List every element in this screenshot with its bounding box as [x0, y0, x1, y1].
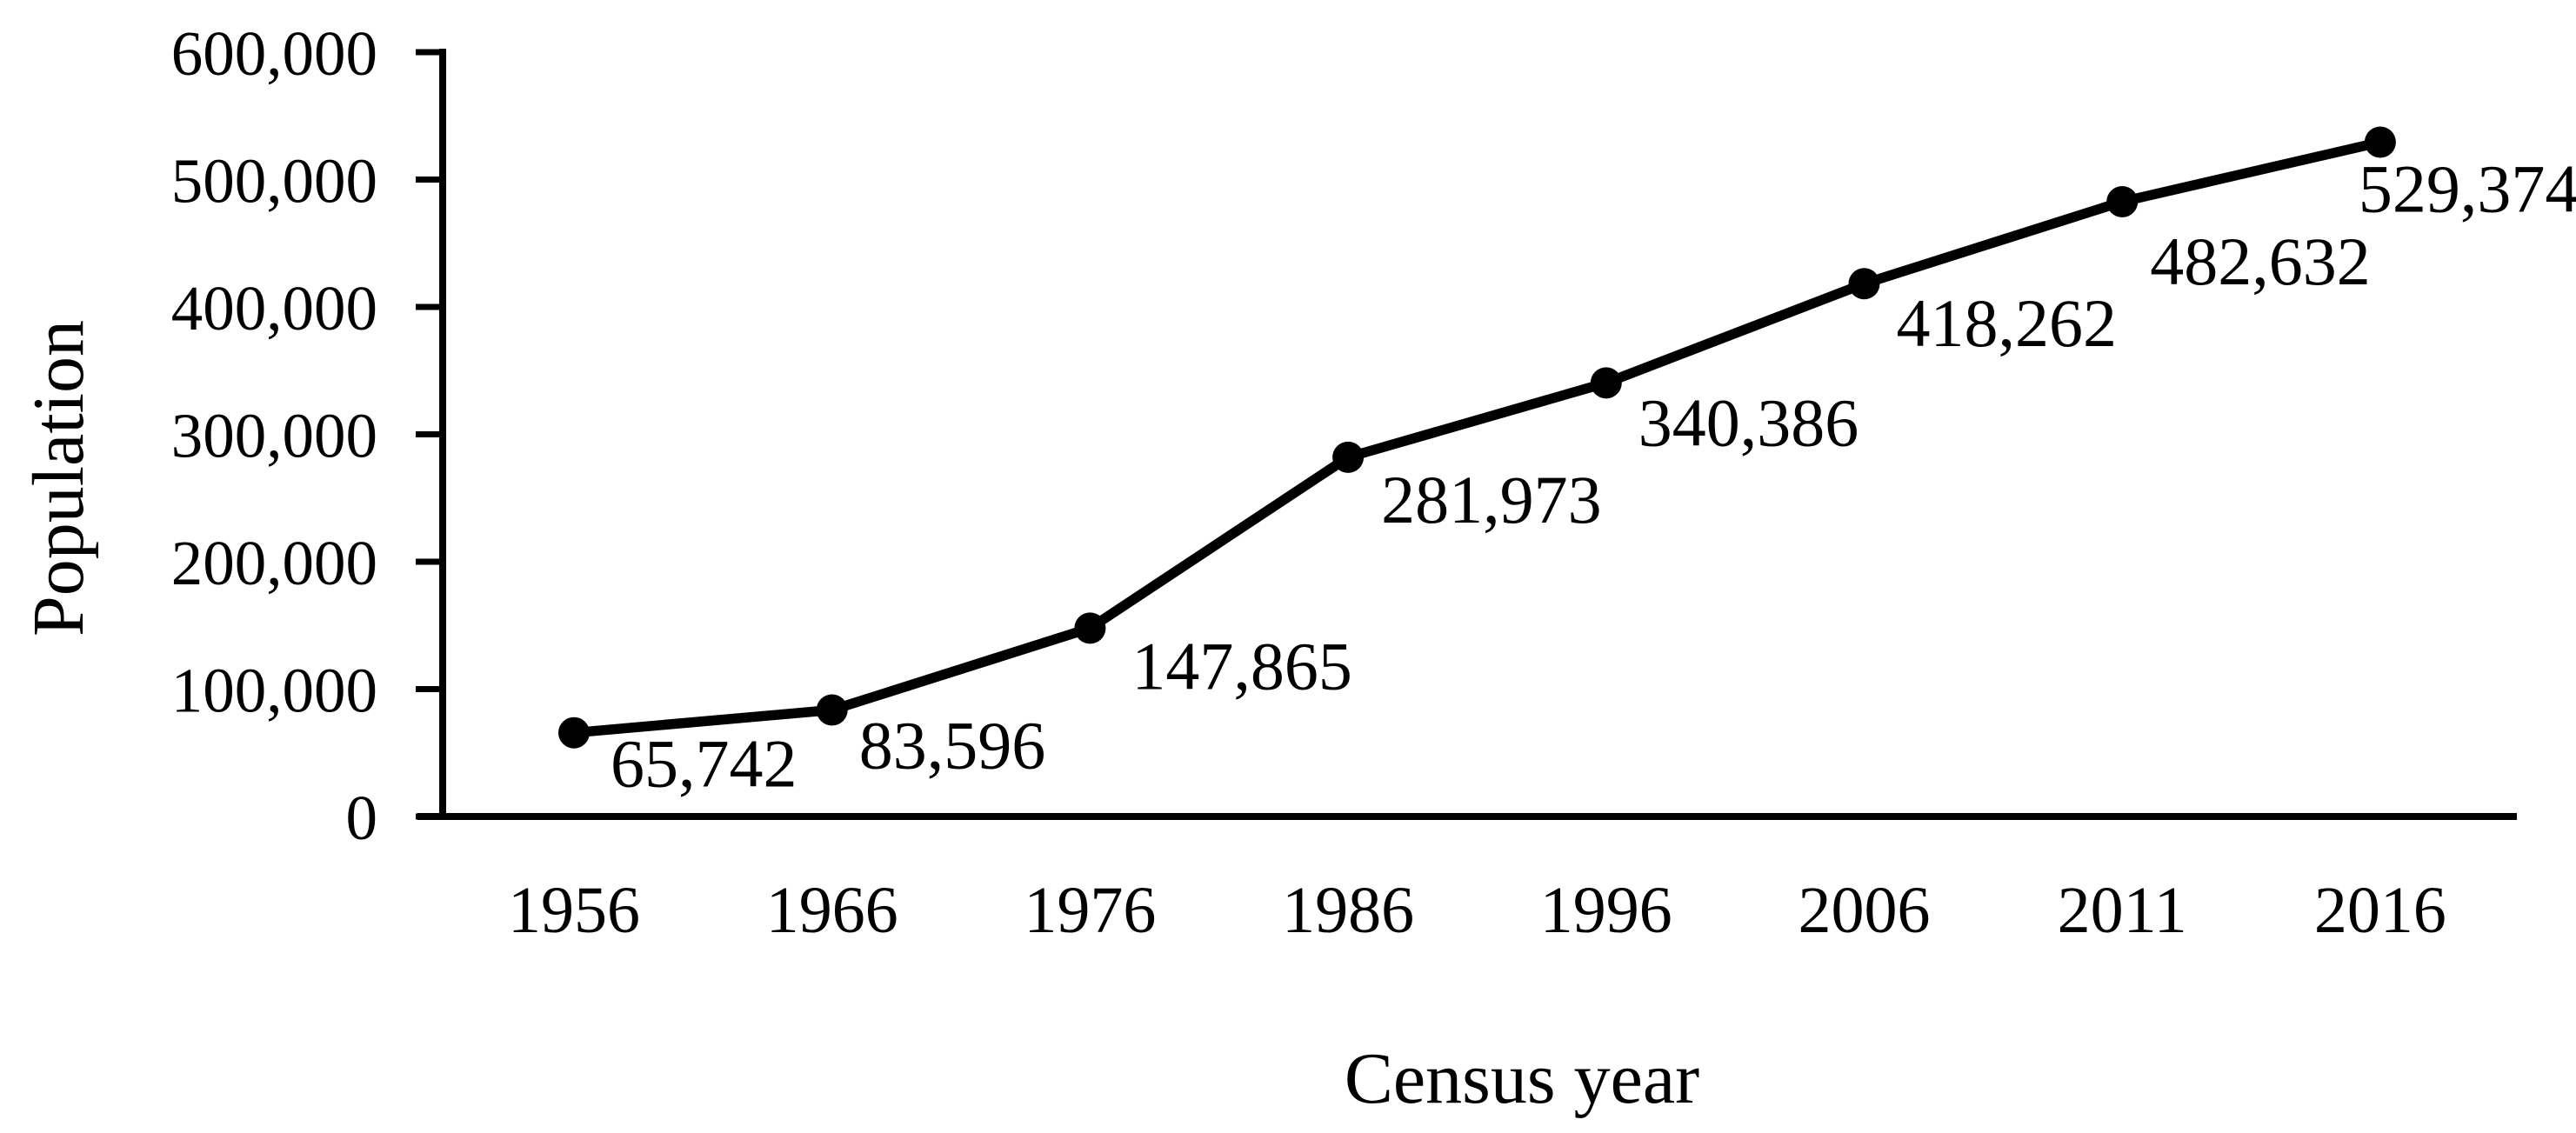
axes — [417, 49, 2517, 820]
y-tick-label: 500,000 — [171, 146, 377, 217]
x-tick-label: 1956 — [508, 874, 640, 947]
x-tick-label: 2011 — [2058, 874, 2187, 947]
y-tick-label: 100,000 — [171, 656, 377, 726]
x-axis-tick-labels: 1956 1966 1976 1986 1996 2006 2011 2016 — [508, 874, 2446, 947]
y-axis-title: Population — [18, 320, 99, 636]
y-tick-label: 0 — [346, 783, 378, 853]
x-tick-label: 1986 — [1282, 874, 1414, 947]
x-tick-label: 1996 — [1540, 874, 1672, 947]
data-point-marker — [2364, 126, 2396, 158]
data-point-labels: 65,742 83,596 147,865 281,973 340,386 418,262… — [611, 150, 2576, 801]
data-point-marker — [558, 716, 590, 749]
data-point-label: 482,632 — [2150, 223, 2371, 299]
data-point-label: 147,865 — [1131, 628, 1352, 703]
y-axis-ticks — [416, 49, 443, 820]
data-point-label: 340,386 — [1638, 384, 1859, 460]
y-tick-label: 400,000 — [171, 273, 377, 343]
x-tick-label: 2006 — [1799, 874, 1931, 947]
data-point-label: 83,596 — [859, 708, 1045, 783]
x-tick-label: 1966 — [766, 874, 898, 947]
x-tick-label: 1976 — [1024, 874, 1156, 947]
y-axis-tick-labels: 0 100,000 200,000 300,000 400,000 500,000 600,… — [171, 18, 377, 853]
data-point-marker — [1848, 268, 1880, 300]
data-point-label: 418,262 — [1897, 285, 2118, 361]
x-axis-title: Census year — [1345, 1038, 1699, 1119]
data-point-marker — [1590, 367, 1622, 399]
data-point-label: 529,374 — [2359, 150, 2576, 226]
data-point-marker — [1332, 441, 1365, 473]
y-tick-label: 600,000 — [171, 18, 377, 89]
y-tick-label: 200,000 — [171, 528, 377, 598]
data-point-marker — [816, 694, 848, 726]
data-point-marker — [1074, 612, 1106, 644]
data-point-markers — [558, 126, 2396, 749]
data-point-label: 281,973 — [1381, 462, 1602, 537]
series-line — [569, 137, 2386, 738]
x-tick-label: 2016 — [2314, 874, 2446, 947]
y-tick-label: 300,000 — [171, 401, 377, 471]
data-point-label: 65,742 — [611, 726, 797, 802]
series-group — [569, 137, 2386, 738]
data-point-marker — [2106, 185, 2139, 217]
